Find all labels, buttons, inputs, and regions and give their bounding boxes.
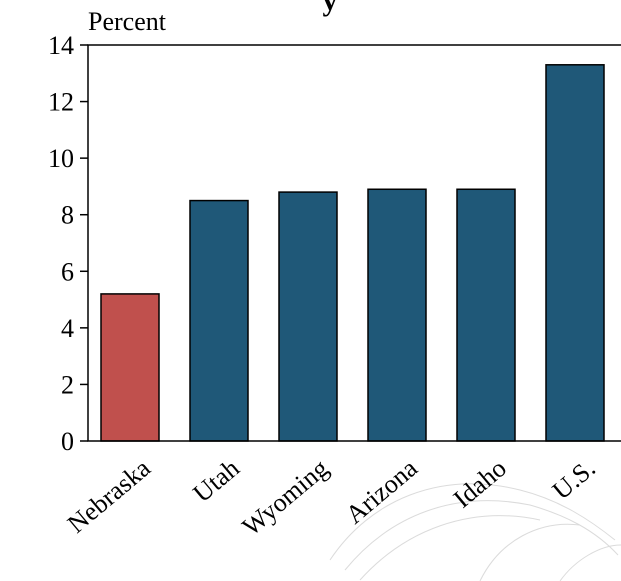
y-axis-ticks: 0 2 4 6 8 10 12 14 [48,31,88,456]
x-category-label: Nebraska [62,453,156,539]
x-category-label: Idaho [448,453,512,513]
y-tick-label: 14 [48,31,74,60]
x-category-label: U.S. [547,453,601,505]
bar-nebraska [100,293,160,442]
y-axis-unit-label: Percent [88,7,167,36]
bar-wyoming [278,191,338,442]
y-tick-label: 2 [61,370,74,399]
chart-title: y [323,0,338,17]
watermark-emblem [329,483,621,581]
bar-utah [189,199,249,442]
y-tick-label: 6 [61,257,74,286]
y-tick-label: 10 [48,144,74,173]
bars [100,64,605,442]
bar-arizona [367,188,427,442]
y-tick-label: 8 [61,201,74,230]
y-tick-label: 12 [48,88,74,117]
bar-idaho [456,188,516,442]
x-category-label: Wyoming [237,453,334,541]
plot-frame [87,44,621,442]
y-tick-label: 4 [61,314,74,343]
y-tick-label: 0 [61,427,74,456]
x-category-label: Utah [187,453,244,508]
bar-u-s [545,64,605,442]
